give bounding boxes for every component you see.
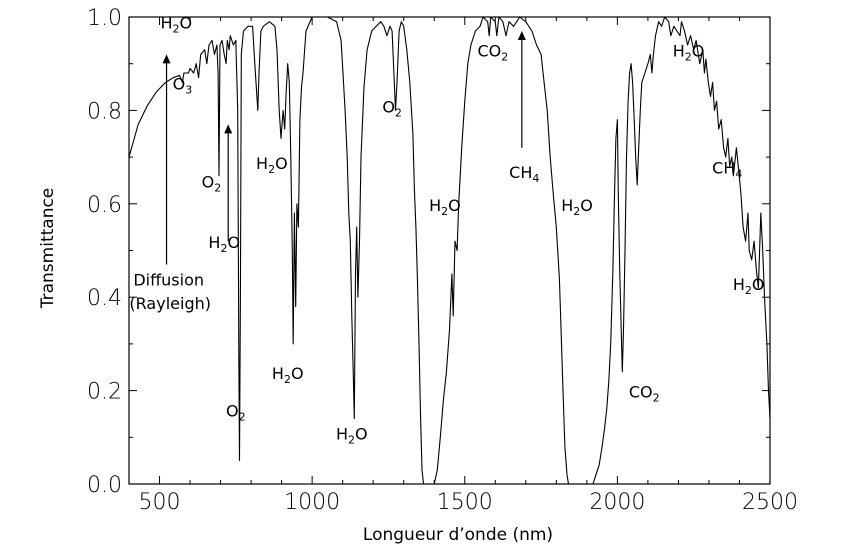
y-tick-label: 0.4 [87,286,122,311]
absorption-label: H2O [561,196,593,218]
arrow-head [162,54,171,64]
y-tick-label: 0.6 [87,193,122,218]
absorption-label: H2O [336,425,368,447]
y-tick-label: 1.0 [87,6,122,31]
y-tick-label: 0.2 [87,380,122,405]
absorption-label: O2 [382,98,402,120]
absorption-label: O2 [202,172,222,194]
absorption-label: (Rayleigh) [129,294,211,313]
absorption-label: H2O [673,42,705,64]
absorption-label: H2O [208,233,240,255]
y-axis-label: Transmittance [38,188,58,310]
x-tick-label: 500 [139,490,181,515]
x-tick-label: 1000 [284,490,340,515]
absorption-label: CH4 [509,163,539,185]
absorption-label: CH4 [712,158,742,180]
absorption-label: H2O [272,364,304,386]
absorption-label: O3 [173,74,193,96]
y-axis: 0.0 0.2 0.4 0.6 0.8 1.0 [87,6,770,498]
absorption-label: H2O [160,14,192,36]
absorption-label: CO2 [477,42,508,64]
absorption-label: Diffusion [133,271,204,290]
y-tick-label: 0.8 [87,99,122,124]
x-axis: 500 1000 1500 2000 2500 [139,17,798,515]
arrow-layer [162,31,526,265]
x-tick-label: 2000 [589,490,645,515]
x-tick-label: 2500 [742,490,798,515]
series-layer [128,16,771,485]
annotation-layer: H2OO3O2H2ODiffusion(Rayleigh)O2H2OH2OH2O… [129,14,764,447]
absorption-label: H2O [256,154,288,176]
x-tick-label: 1500 [437,490,493,515]
absorption-label: CO2 [629,383,660,405]
absorption-label: H2O [733,275,765,297]
x-axis-label: Longueur d’onde (nm) [363,525,553,545]
transmittance-line [128,16,771,485]
absorption-label: H2O [429,196,461,218]
y-tick-label: 0.0 [87,473,122,498]
arrow-head [517,31,526,41]
arrow-head [224,124,233,134]
absorption-label: O2 [226,401,246,423]
